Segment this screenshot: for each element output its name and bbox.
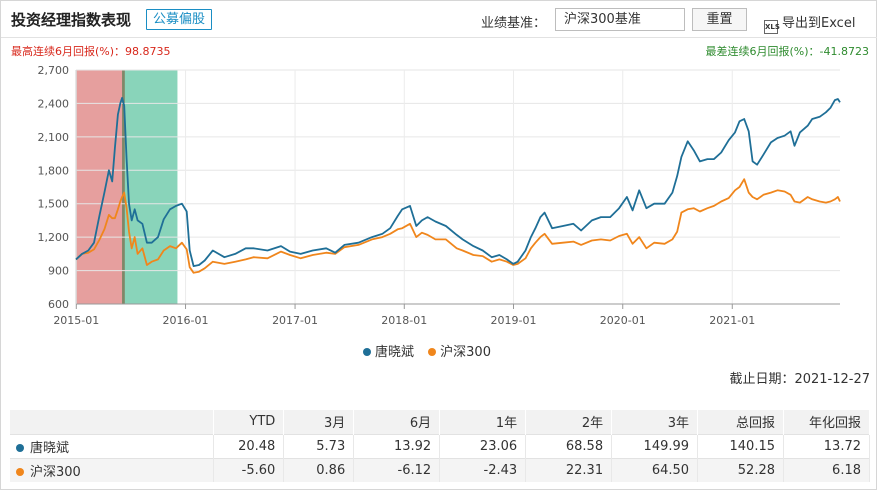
legend-label: 沪深300 <box>440 345 491 360</box>
row-label: 唐晓斌 <box>30 440 70 456</box>
y-tick-label: 2,100 <box>38 131 70 144</box>
y-tick-label: 2,700 <box>38 64 70 77</box>
x-tick-label: 2017-01 <box>272 314 318 327</box>
chart-legend: 唐晓斌 沪深300 <box>363 341 501 360</box>
table-header: YTD <box>213 410 285 434</box>
excel-icon: XLS <box>764 20 780 34</box>
table-header: 年化回报 <box>783 410 870 434</box>
table-header: 总回报 <box>697 410 784 434</box>
worst-6m-return: 最差连续6月回报(%)：-41.8723 <box>705 45 870 58</box>
benchmark-label: 业绩基准： <box>481 16 547 31</box>
y-tick-label: 1,500 <box>38 198 70 211</box>
table-cell: 64.50 <box>611 457 699 482</box>
table-cell: -6.12 <box>353 457 441 482</box>
table-header: 1年 <box>439 410 527 434</box>
table-header: 3月 <box>283 410 355 434</box>
row-label: 沪深300 <box>30 464 81 480</box>
overlap-period-band <box>122 70 125 304</box>
table-header <box>10 410 215 434</box>
benchmark-select[interactable]: 沪深300基准 <box>555 8 685 31</box>
table-cell: 6.18 <box>783 457 870 482</box>
table-header: 2年 <box>525 410 613 434</box>
table-header-row: YTD 3月 6月 1年 2年 3年 总回报 年化回报 <box>10 410 870 434</box>
table-cell: 5.73 <box>283 433 355 458</box>
series-line-index <box>75 178 841 274</box>
table-cell: 0.86 <box>283 457 355 482</box>
table-row: 沪深300 -5.60 0.86 -6.12 -2.43 22.31 64.50… <box>10 457 870 482</box>
legend-dot <box>428 348 437 356</box>
legend-dot <box>363 348 371 356</box>
legend-item-index[interactable]: 沪深300 <box>428 345 491 360</box>
x-tick-label: 2021-01 <box>709 314 755 327</box>
table-cell: 68.58 <box>525 433 613 458</box>
y-tick-label: 1,200 <box>38 231 70 244</box>
table-cell: 20.48 <box>213 433 285 458</box>
page-title: 投资经理指数表现 <box>11 11 132 29</box>
y-tick-label: 2,400 <box>38 97 70 110</box>
table-cell: 22.31 <box>525 457 613 482</box>
table-cell: 23.06 <box>439 433 527 458</box>
table-cell: -5.60 <box>213 457 285 482</box>
x-tick-label: 2016-01 <box>163 314 209 327</box>
legend-item-manager[interactable]: 唐晓斌 <box>363 345 414 360</box>
best-period-band <box>76 70 125 304</box>
returns-table: YTD 3月 6月 1年 2年 3年 总回报 年化回报 唐晓斌 20.48 5.… <box>10 410 870 482</box>
series-dot <box>16 443 24 452</box>
best-6m-return: 最高连续6月回报(%)：98.8735 <box>11 45 171 58</box>
x-tick-label: 2018-01 <box>381 314 427 327</box>
cutoff-date: 截止日期：2021-12-27 <box>729 372 870 387</box>
table-header: 6月 <box>353 410 441 434</box>
table-cell: 52.28 <box>697 457 784 482</box>
x-tick-label: 2019-01 <box>491 314 537 327</box>
header-divider <box>1 37 877 38</box>
table-header: 3年 <box>611 410 699 434</box>
y-tick-label: 1,800 <box>38 164 70 177</box>
row-name: 沪深300 <box>10 457 215 482</box>
fund-category-tag[interactable]: 公募偏股 <box>146 9 213 30</box>
export-excel-button[interactable]: XLS 导出到Excel <box>764 12 855 34</box>
y-tick-label: 900 <box>48 265 69 278</box>
worst-period-band <box>122 70 178 304</box>
table-row: 唐晓斌 20.48 5.73 13.92 23.06 68.58 149.99 … <box>10 433 870 458</box>
x-tick-label: 2015-01 <box>53 314 99 327</box>
reset-button[interactable]: 重置 <box>692 8 747 31</box>
table-cell: 13.92 <box>353 433 441 458</box>
table-cell: -2.43 <box>439 457 527 482</box>
legend-label: 唐晓斌 <box>375 345 415 360</box>
table-cell: 149.99 <box>611 433 699 458</box>
x-tick-label: 2020-01 <box>600 314 646 327</box>
table-cell: 13.72 <box>783 433 870 458</box>
performance-chart: 600 900 1,200 1,500 1,800 2,100 2,400 2,700 2015… <box>38 64 841 327</box>
series-dot <box>16 467 24 476</box>
export-label: 导出到Excel <box>782 16 856 31</box>
row-name: 唐晓斌 <box>10 433 215 458</box>
y-tick-label: 600 <box>48 298 69 311</box>
table-cell: 140.15 <box>697 433 784 458</box>
series-line-manager <box>75 97 841 267</box>
